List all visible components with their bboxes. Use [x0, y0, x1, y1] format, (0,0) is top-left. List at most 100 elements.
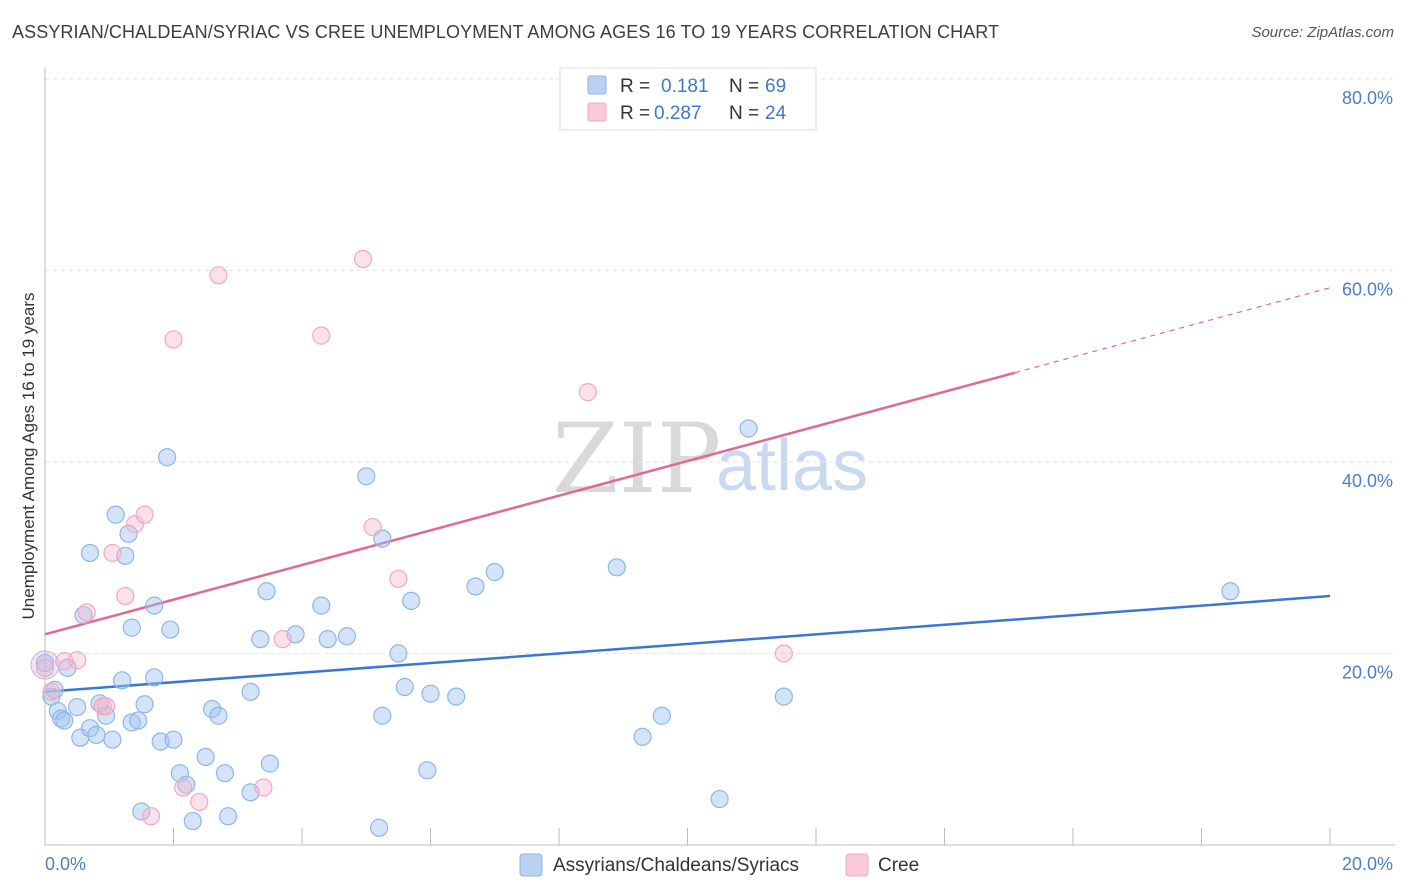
axes [44, 68, 1395, 846]
chart-title: ASSYRIAN/CHALDEAN/SYRIAC VS CREE UNEMPLO… [12, 22, 1000, 42]
assyrian-point-55 [418, 761, 437, 780]
legend-swatch-blue [587, 75, 607, 95]
bottom-legend-swatch-blue [519, 853, 543, 877]
legend-r-label-1: R = [620, 76, 650, 97]
trend-line-0 [44, 594, 1331, 694]
assyrian-point-62 [652, 706, 671, 725]
assyrian-point-64 [739, 419, 758, 438]
grid-lines [45, 78, 1395, 654]
cree-point-13 [174, 778, 193, 797]
assyrian-point-36 [209, 706, 228, 725]
assyrian-point-60 [607, 558, 626, 577]
cree-point-1 [42, 682, 61, 701]
cree-point-4 [77, 603, 96, 622]
assyrian-point-29 [161, 620, 180, 639]
bottom-legend: Assyrians/Chaldeans/Syriacs Cree [519, 853, 919, 877]
y-tick-labels: 20.0% 40.0% 60.0% 80.0% [1342, 88, 1393, 683]
assyrian-point-51 [373, 706, 392, 725]
assyrian-point-42 [257, 582, 276, 601]
cluster-point-large [30, 650, 60, 680]
assyrian-point-65 [774, 687, 793, 706]
cree-point-2 [55, 652, 74, 671]
assyrian-point-20 [122, 713, 141, 732]
legend-r-value-1: 0.181 [661, 76, 709, 97]
cree-point-17 [273, 630, 292, 649]
cree-point-9 [125, 515, 145, 534]
bottom-legend-label-pink: Cree [878, 855, 919, 876]
trend-line-1 [44, 371, 1016, 636]
legend-n-label-2: N = [729, 103, 759, 124]
legend-box: R = 0.181 N = 69 R = 0.287 N = 24 [559, 67, 817, 131]
trend-lines [44, 287, 1331, 694]
cree-point-20 [363, 518, 382, 537]
cree-point-0 [35, 658, 55, 677]
cree-point-19 [353, 249, 373, 269]
assyrian-point-14 [96, 706, 116, 725]
cree-point-6 [96, 697, 116, 716]
legend-n-label-1: N = [729, 76, 759, 97]
assyrian-point-11 [80, 543, 100, 563]
assyrian-point-66 [1221, 582, 1240, 601]
bottom-legend-label-blue: Assyrians/Chaldeans/Syriacs [553, 855, 799, 876]
assyrian-point-17 [112, 671, 132, 690]
assyrian-point-58 [466, 577, 485, 596]
assyrian-point-35 [202, 699, 222, 719]
assyrian-point-34 [196, 747, 215, 767]
assyrian-point-52 [389, 644, 408, 663]
x-tick-label-max: 20.0% [1342, 854, 1393, 874]
assyrian-point-24 [135, 695, 154, 714]
assyrian-point-31 [170, 764, 190, 783]
assyrian-point-38 [219, 807, 238, 826]
assyrian-point-59 [485, 563, 504, 582]
y-tick-label: 60.0% [1342, 280, 1393, 300]
assyrian-point-7 [68, 698, 87, 717]
assyrian-point-54 [402, 591, 421, 610]
y-tick-label: 40.0% [1342, 471, 1393, 491]
cree-point-8 [116, 586, 135, 606]
cree-point-3 [68, 651, 87, 670]
legend-n-value-1: 69 [765, 76, 786, 97]
x-tick-label-min: 0.0% [45, 854, 86, 874]
assyrian-point-10 [80, 719, 100, 738]
y-tick-label: 20.0% [1342, 663, 1393, 683]
cree-point-21 [389, 569, 408, 588]
cree-point-18 [312, 326, 331, 345]
cree-point-10 [135, 505, 154, 524]
assyrian-point-21 [122, 618, 141, 637]
y-tick-label: 80.0% [1342, 88, 1393, 108]
y-axis-label: Unemployment Among Ages 16 to 19 years [19, 293, 38, 620]
cree-point-12 [164, 330, 183, 349]
assyrian-point-22 [129, 711, 148, 730]
cree-point-11 [141, 807, 161, 826]
source-label: Source: ZipAtlas.com [1251, 24, 1394, 41]
assyrian-point-9 [74, 606, 93, 625]
assyrian-point-5 [55, 711, 74, 730]
assyrian-point-16 [106, 505, 125, 524]
cree-point-14 [190, 792, 209, 812]
assyrian-point-61 [633, 727, 652, 746]
legend-n-value-2: 24 [765, 103, 787, 124]
trend-line-extension-1 [1015, 287, 1331, 374]
cree-point-23 [774, 644, 793, 663]
cree-point-16 [254, 778, 273, 797]
assyrian-point-53 [395, 677, 414, 697]
assyrian-point-47 [337, 627, 357, 646]
assyrian-point-41 [251, 630, 270, 649]
assyrian-point-28 [157, 448, 177, 467]
cree-point-22 [578, 383, 598, 402]
assyrian-point-25 [145, 596, 164, 615]
legend-r-label-2: R = [620, 103, 650, 124]
assyrian-point-0 [35, 653, 55, 673]
assyrian-point-40 [241, 682, 260, 701]
cree-point-7 [103, 543, 122, 563]
assyrian-point-26 [145, 668, 164, 687]
assyrian-point-19 [119, 524, 138, 543]
assyrian-point-57 [447, 687, 466, 706]
assyrian-point-37 [215, 764, 234, 783]
legend-r-value-2: 0.287 [654, 103, 702, 124]
assyrian-point-15 [103, 730, 122, 749]
assyrian-point-63 [710, 789, 729, 809]
assyrian-point-46 [318, 630, 337, 649]
data-points [30, 249, 1240, 837]
